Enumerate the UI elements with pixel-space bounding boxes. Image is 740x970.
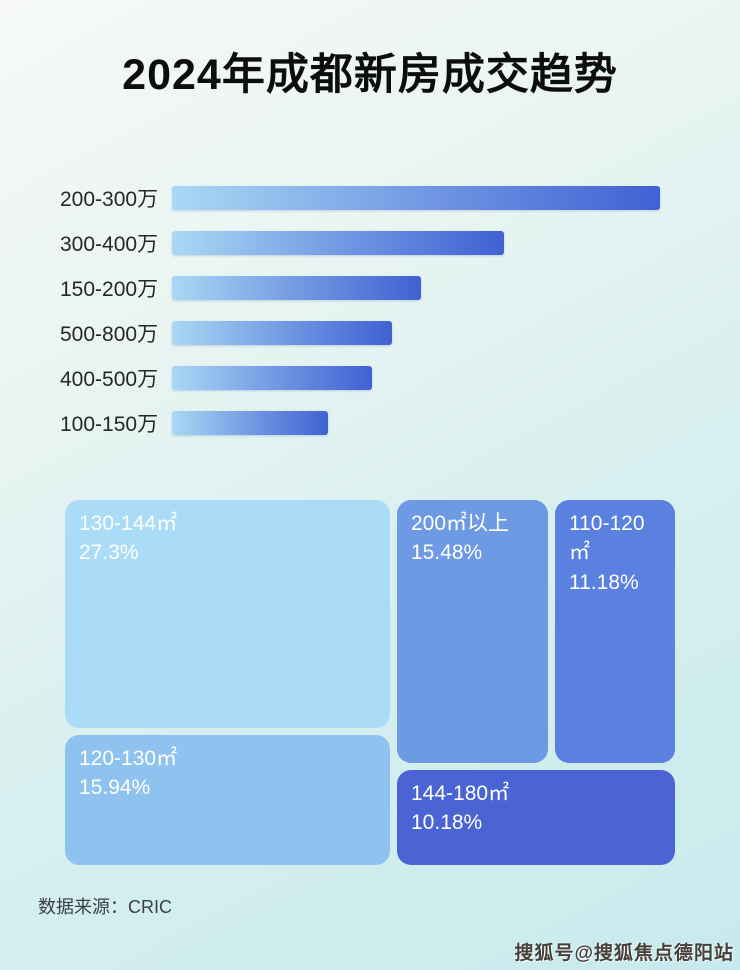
treemap-label: 120-130㎡ [79, 747, 178, 770]
treemap-percent: 11.18% [569, 570, 639, 594]
area-treemap: 130-144㎡ 27.3% 200㎡以上 15.48% 110-120㎡ 11… [65, 500, 675, 865]
watermark: 搜狐号@搜狐焦点德阳站 [514, 943, 734, 964]
bar-category-label: 100-150万 [60, 413, 159, 436]
treemap-percent: 27.3% [79, 541, 139, 565]
page-title: 2024年成都新房成交趋势 [122, 51, 618, 99]
bar-category-label: 150-200万 [60, 278, 159, 301]
bar-track [172, 366, 660, 390]
bar-150-200 [172, 276, 421, 300]
bar-row-100-150: 100-150万 [60, 411, 660, 436]
bar-row-300-400: 300-400万 [60, 231, 660, 256]
bar-200-300 [172, 186, 660, 210]
treemap-box-120-130: 120-130㎡ 15.94% [65, 735, 390, 865]
bar-category-label: 400-500万 [60, 368, 159, 391]
treemap-box-200-plus: 200㎡以上 15.48% [397, 500, 548, 763]
treemap-box-110-120: 110-120㎡ 11.18% [555, 500, 675, 763]
treemap-label: 130-144㎡ [79, 512, 178, 535]
treemap-box-130-144: 130-144㎡ 27.3% [65, 500, 390, 728]
bar-300-400 [172, 231, 504, 255]
bar-category-label: 500-800万 [60, 323, 159, 346]
treemap-label: 144-180㎡ [411, 782, 510, 805]
bar-track [172, 321, 660, 345]
bar-track [172, 276, 660, 300]
bar-track [172, 231, 660, 255]
bar-row-500-800: 500-800万 [60, 321, 660, 346]
bar-400-500 [172, 366, 373, 390]
bar-category-label: 300-400万 [60, 233, 159, 256]
treemap-box-144-180: 144-180㎡ 10.18% [397, 770, 675, 865]
bar-track [172, 186, 660, 210]
data-source: 数据来源：CRIC [38, 897, 172, 917]
bar-row-200-300: 200-300万 [60, 186, 660, 211]
bar-500-800 [172, 321, 392, 345]
bar-track [172, 411, 660, 435]
treemap-percent: 10.18% [411, 811, 483, 835]
treemap-percent: 15.94% [79, 776, 151, 800]
bar-category-label: 200-300万 [60, 188, 159, 211]
treemap-percent: 15.48% [411, 541, 483, 565]
treemap-label: 200㎡以上 [411, 512, 510, 535]
bar-row-150-200: 150-200万 [60, 276, 660, 301]
bar-100-150 [172, 411, 329, 435]
price-range-bar-chart: 200-300万 300-400万 150-200万 500-800万 400-… [60, 186, 660, 456]
bar-row-400-500: 400-500万 [60, 366, 660, 391]
treemap-label: 110-120㎡ [569, 512, 645, 565]
